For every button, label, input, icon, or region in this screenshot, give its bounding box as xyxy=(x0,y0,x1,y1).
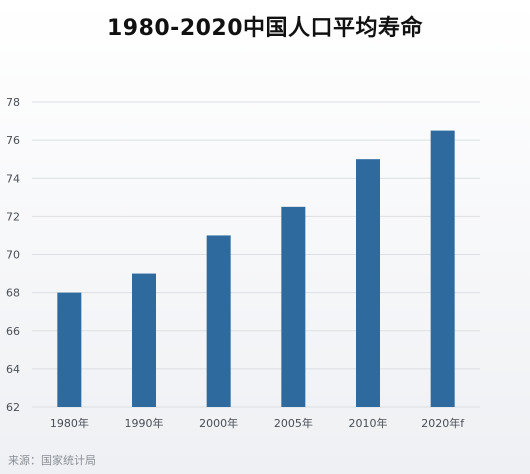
y-tick-label: 68 xyxy=(6,287,20,300)
x-tick-label: 1990年 xyxy=(125,416,164,430)
y-tick-label: 76 xyxy=(6,134,20,147)
x-tick-label: 2000年 xyxy=(199,416,238,430)
y-tick-label: 62 xyxy=(6,401,20,414)
x-axis-ticks: 1980年 1990年 2000年 2005年 2010年 2020年f xyxy=(50,416,465,430)
bar-2 xyxy=(206,235,231,407)
grid-lines xyxy=(32,101,480,408)
bar-0 xyxy=(57,292,82,407)
source-note: 来源：国家统计局 xyxy=(8,454,96,467)
y-axis-ticks: 62 64 66 68 70 72 74 76 78 xyxy=(6,96,20,414)
y-tick-label: 74 xyxy=(6,172,20,185)
y-tick-label: 70 xyxy=(6,249,20,262)
bar-5 xyxy=(430,130,455,407)
bar-4 xyxy=(356,159,380,407)
bars xyxy=(57,130,455,407)
chart-title: 1980-2020中国人口平均寿命 xyxy=(106,16,424,41)
y-tick-label: 66 xyxy=(6,325,20,338)
y-tick-label: 64 xyxy=(6,363,20,376)
x-tick-label: 2005年 xyxy=(274,416,313,430)
x-tick-label: 2020年f xyxy=(421,416,465,430)
bar-1 xyxy=(132,273,156,407)
bar-3 xyxy=(281,206,306,407)
y-tick-label: 78 xyxy=(6,96,20,109)
x-tick-label: 2010年 xyxy=(349,416,388,430)
y-tick-label: 72 xyxy=(6,210,20,223)
x-tick-label: 1980年 xyxy=(50,416,89,430)
